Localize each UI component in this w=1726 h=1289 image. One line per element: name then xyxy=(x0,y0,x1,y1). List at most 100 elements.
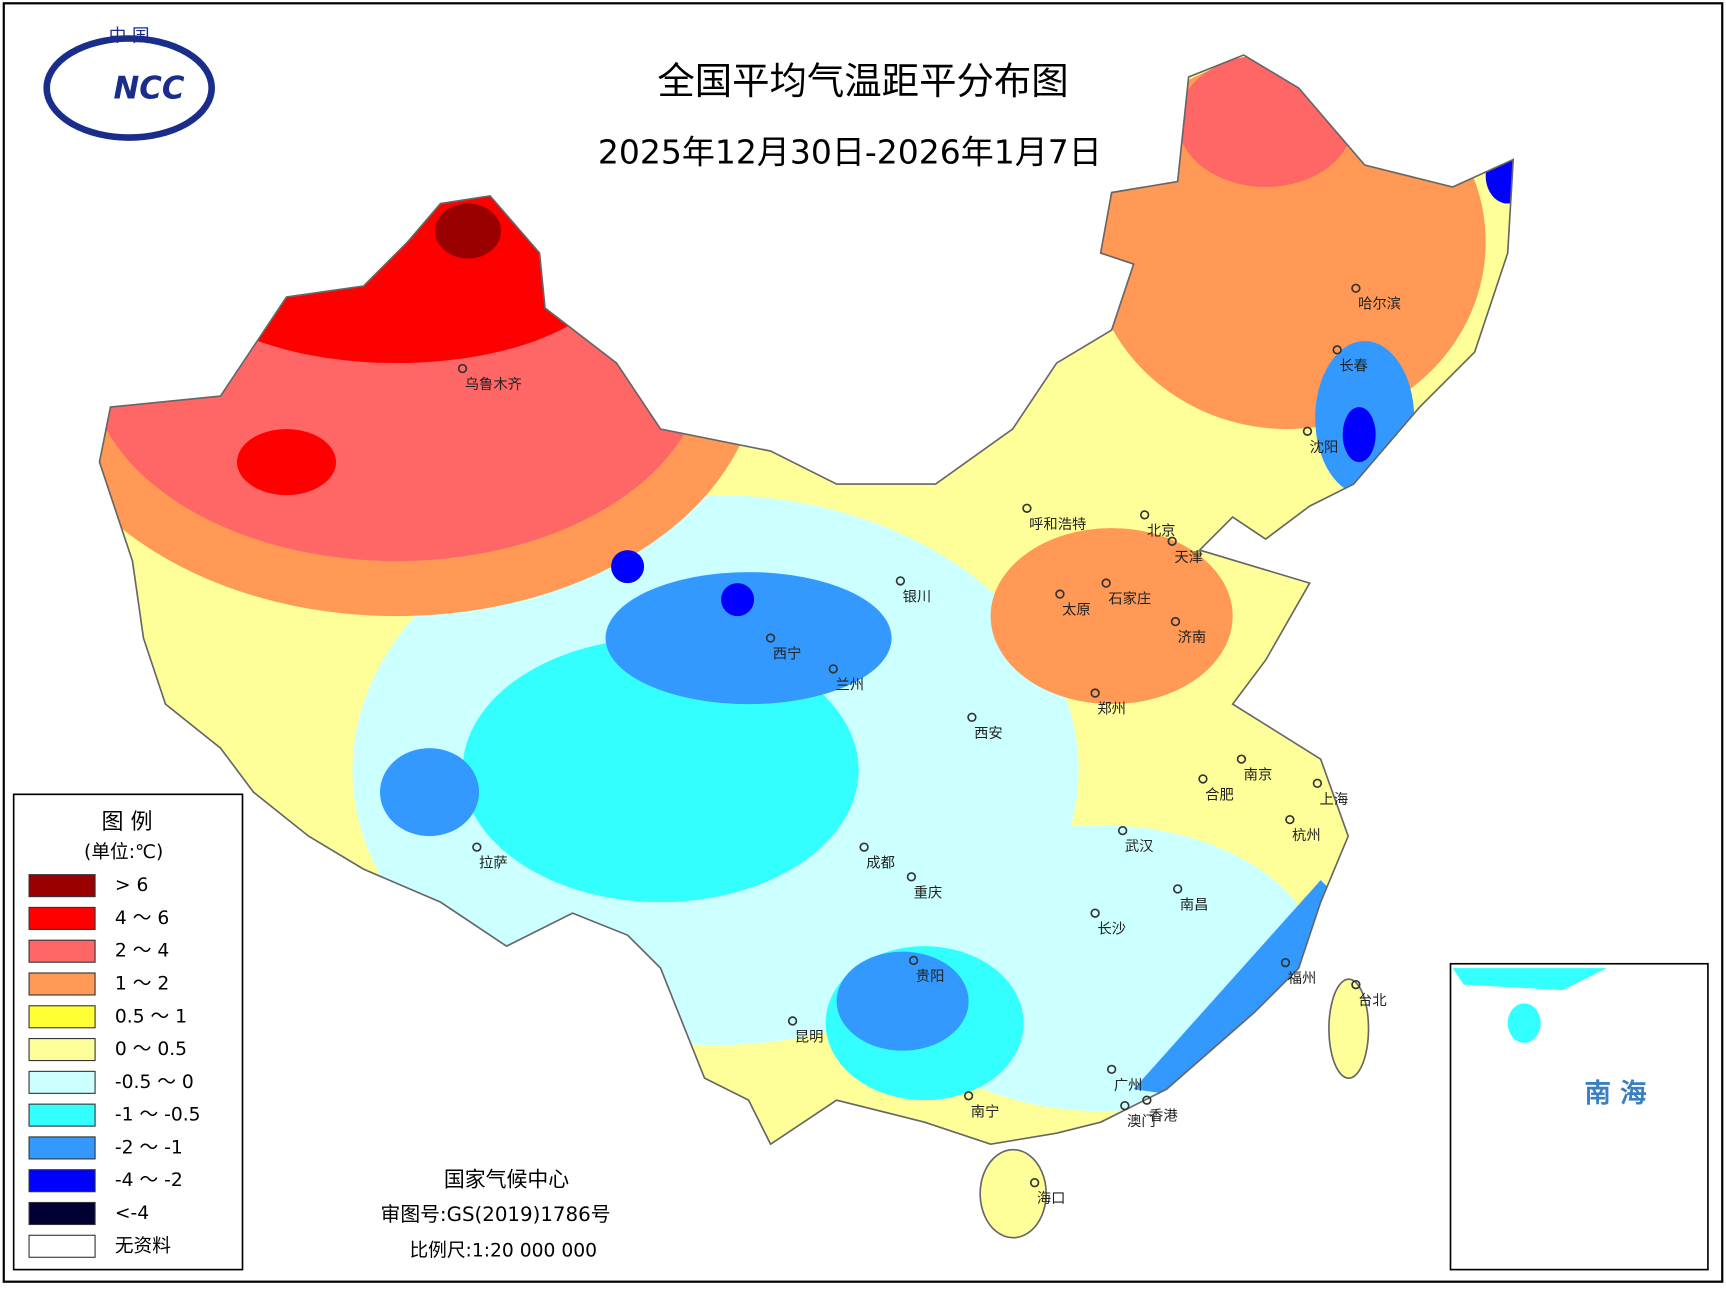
title: 全国平均气温距平分布图 xyxy=(657,59,1068,103)
city-marker xyxy=(1172,884,1183,894)
city-marker xyxy=(1280,957,1291,968)
legend-swatch xyxy=(28,1038,96,1062)
logo-top: 中 国 xyxy=(109,26,150,46)
legend-swatch xyxy=(28,874,96,898)
legend-label: -1 ～ -0.5 xyxy=(115,1105,201,1126)
legend-swatch xyxy=(28,1234,96,1258)
city-label: 贵阳 xyxy=(916,968,945,985)
city-label: 银川 xyxy=(903,588,932,605)
city-label: 哈尔滨 xyxy=(1358,296,1401,313)
city-marker xyxy=(1302,426,1313,436)
legend-swatch xyxy=(28,1103,96,1127)
city-marker xyxy=(472,842,482,852)
city-label: 成都 xyxy=(866,855,895,872)
city-label: 西安 xyxy=(974,725,1003,742)
legend-swatch xyxy=(28,1070,96,1094)
city-label: 天津 xyxy=(1174,549,1203,566)
city-label: 南昌 xyxy=(1180,896,1209,913)
legend-swatch xyxy=(28,906,96,930)
inset: 南 海 xyxy=(1449,962,1709,1271)
legend-label: 1 ～ 2 xyxy=(115,973,169,994)
city-marker xyxy=(1090,688,1100,698)
city-marker xyxy=(967,712,977,722)
city-label: 武汉 xyxy=(1125,838,1154,855)
city-marker xyxy=(859,842,869,852)
legend: 图 例 (单位:℃) > 6 4 ～ 6 2 ～ 4 1 ～ 2 0.5 ～ 1 0 ～ … xyxy=(12,793,244,1271)
city-marker xyxy=(895,576,906,586)
legend-swatch xyxy=(28,972,96,996)
city-label: 福州 xyxy=(1288,970,1317,987)
city-marker xyxy=(1029,1178,1040,1188)
city-label: 济南 xyxy=(1178,629,1207,646)
legend-swatch xyxy=(28,1005,96,1029)
legend-label: -2 ～ -1 xyxy=(115,1137,183,1158)
city-marker xyxy=(828,664,838,674)
inset-label: 南 海 xyxy=(1585,1078,1647,1109)
city-label: 昆明 xyxy=(795,1029,824,1045)
legend-label: <-4 xyxy=(115,1203,149,1224)
city-marker xyxy=(1351,979,1361,990)
city-label: 杭州 xyxy=(1292,827,1321,844)
city-marker xyxy=(1120,1100,1130,1111)
footer-approval: 审图号:GS(2019)1786号 xyxy=(381,1203,611,1226)
city-label: 郑州 xyxy=(1097,701,1126,718)
city-marker xyxy=(1139,510,1150,520)
legend-label: > 6 xyxy=(115,875,149,896)
city-marker xyxy=(1312,778,1323,788)
city-marker xyxy=(1090,908,1100,918)
city-label: 兰州 xyxy=(835,676,864,693)
city-marker xyxy=(906,872,917,882)
footer-agency: 国家气候中心 xyxy=(444,1167,569,1191)
city-marker xyxy=(1055,589,1065,599)
city-marker xyxy=(1351,283,1361,293)
city-label: 澳门 xyxy=(1127,1113,1156,1130)
city-label: 北京 xyxy=(1147,522,1176,539)
city-label: 广州 xyxy=(1114,1077,1143,1094)
city-label: 太原 xyxy=(1062,602,1091,619)
legend-swatch xyxy=(28,939,96,963)
city-marker xyxy=(1170,616,1181,627)
city-marker xyxy=(1117,825,1128,836)
legend-label: 4 ～ 6 xyxy=(115,908,169,929)
logo: 中 国 NCC xyxy=(43,26,215,141)
city-label: 重庆 xyxy=(914,884,943,901)
city-marker xyxy=(1142,1095,1152,1105)
city-label: 长春 xyxy=(1339,357,1368,374)
city-marker xyxy=(1101,578,1111,588)
city-label: 西宁 xyxy=(773,646,802,663)
city-marker xyxy=(1167,536,1177,546)
city-marker xyxy=(1198,774,1208,784)
legend-swatch xyxy=(28,1169,96,1193)
city-label: 沈阳 xyxy=(1310,439,1339,456)
city-label: 拉萨 xyxy=(479,855,508,872)
legend-label: -4 ～ -2 xyxy=(115,1170,183,1191)
subtitle: 2025年12月30日-2026年1月7日 xyxy=(598,133,1102,172)
city-marker xyxy=(1332,345,1342,355)
city-marker xyxy=(908,955,919,966)
city-label: 乌鲁木齐 xyxy=(465,376,522,393)
legend-label: -0.5 ～ 0 xyxy=(115,1072,194,1093)
footer-scale: 比例尺:1:20 000 000 xyxy=(409,1240,597,1261)
legend-label: 2 ～ 4 xyxy=(115,941,169,962)
city-label: 呼和浩特 xyxy=(1029,516,1086,533)
legend-title: 图 例 xyxy=(101,810,152,835)
city-label: 上海 xyxy=(1320,791,1349,808)
city-marker xyxy=(765,633,776,643)
city-label: 长沙 xyxy=(1097,921,1126,938)
city-marker xyxy=(1285,814,1295,825)
city-label: 南宁 xyxy=(971,1103,1000,1120)
logo-text: NCC xyxy=(113,71,184,107)
city-label: 合肥 xyxy=(1205,786,1234,803)
city-label: 香港 xyxy=(1149,1108,1178,1125)
city-marker xyxy=(1106,1064,1117,1075)
city-marker xyxy=(1022,503,1032,513)
legend-label: 0.5 ～ 1 xyxy=(115,1006,187,1027)
city-marker xyxy=(1236,754,1247,764)
city-marker xyxy=(963,1091,974,1101)
city-marker xyxy=(787,1016,798,1026)
legend-swatch xyxy=(28,1201,96,1226)
legend-unit: (单位:℃) xyxy=(84,842,163,863)
